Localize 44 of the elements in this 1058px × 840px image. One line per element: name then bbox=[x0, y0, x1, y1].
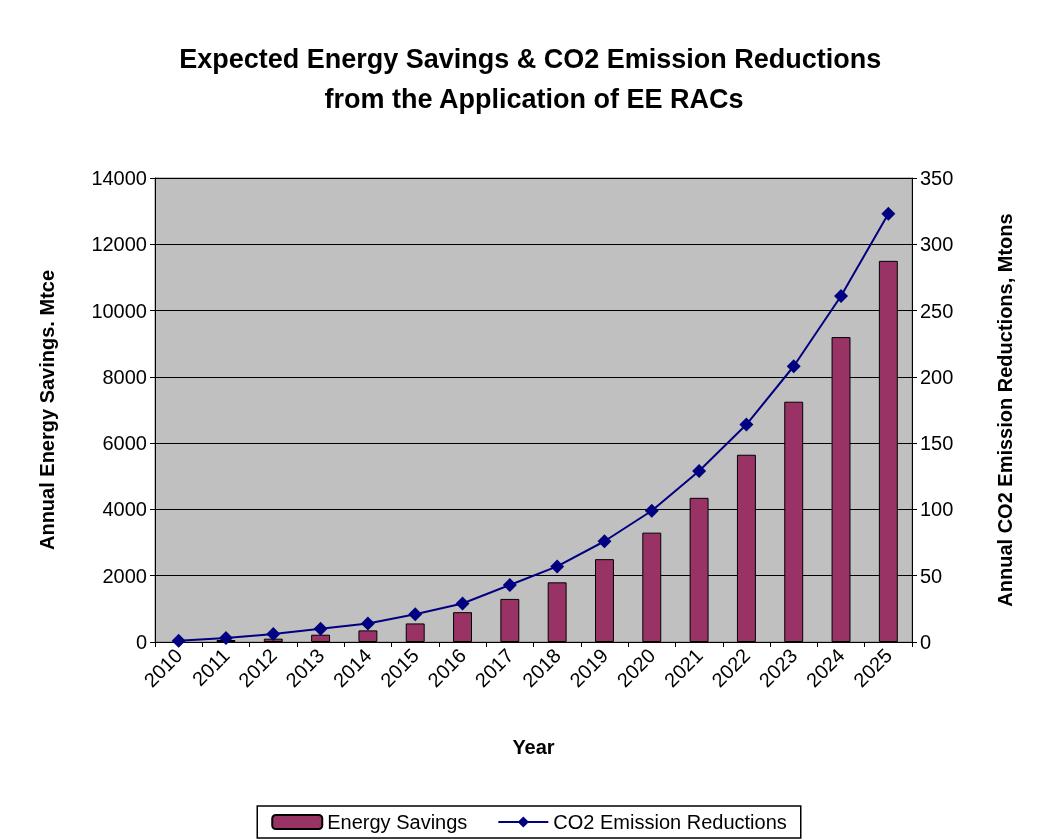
point bbox=[502, 577, 517, 592]
y-tick-label: 6000 bbox=[102, 432, 147, 455]
point bbox=[218, 631, 233, 646]
y2-tick-label: 200 bbox=[920, 365, 954, 388]
bar bbox=[547, 582, 567, 642]
y-tick-label: 14000 bbox=[91, 167, 147, 189]
point bbox=[881, 206, 896, 221]
bar bbox=[453, 612, 472, 642]
y2-tick-label: 300 bbox=[920, 233, 954, 256]
point bbox=[834, 288, 849, 303]
point bbox=[266, 627, 281, 642]
point bbox=[597, 534, 612, 549]
chart-title: Expected Energy Savings & CO2 Emission Reductions from the Application of EE RACs bbox=[179, 44, 889, 114]
y2-axis-title: Annual CO2 Emission Reductions, Mtons bbox=[994, 213, 1016, 607]
legend-label: CO2 Emission Reductions bbox=[553, 811, 787, 833]
y2-tick-label: 150 bbox=[920, 432, 954, 455]
point bbox=[739, 417, 754, 432]
y-tick-label: 4000 bbox=[102, 498, 147, 521]
point bbox=[313, 621, 328, 636]
bar bbox=[358, 630, 378, 642]
y-tick-label: 8000 bbox=[102, 365, 147, 388]
y-tick-label: 2000 bbox=[102, 564, 147, 587]
point bbox=[644, 503, 659, 518]
y2-tick-label: 50 bbox=[920, 564, 943, 587]
point bbox=[692, 463, 707, 478]
bar bbox=[311, 634, 331, 642]
point bbox=[360, 616, 375, 631]
bar bbox=[405, 623, 425, 642]
y-axis-title: Annual Energy Savings. Mtce bbox=[36, 269, 58, 551]
point bbox=[786, 359, 801, 374]
point bbox=[455, 596, 470, 611]
point bbox=[408, 607, 423, 622]
bar bbox=[500, 598, 520, 642]
y2-tick-label: 100 bbox=[920, 498, 954, 521]
y-tick-label: 12000 bbox=[91, 233, 147, 256]
point bbox=[550, 559, 565, 574]
y2-tick-label: 250 bbox=[920, 299, 954, 322]
y-tick-label: 10000 bbox=[91, 299, 147, 322]
y2-tick-label: 0 bbox=[920, 631, 932, 653]
y-tick-label: 0 bbox=[135, 631, 147, 653]
y2-tick-label: 350 bbox=[920, 167, 954, 189]
point bbox=[171, 633, 186, 648]
legend-label: Energy Savings bbox=[327, 811, 468, 833]
x-axis-title: Year bbox=[512, 736, 555, 758]
